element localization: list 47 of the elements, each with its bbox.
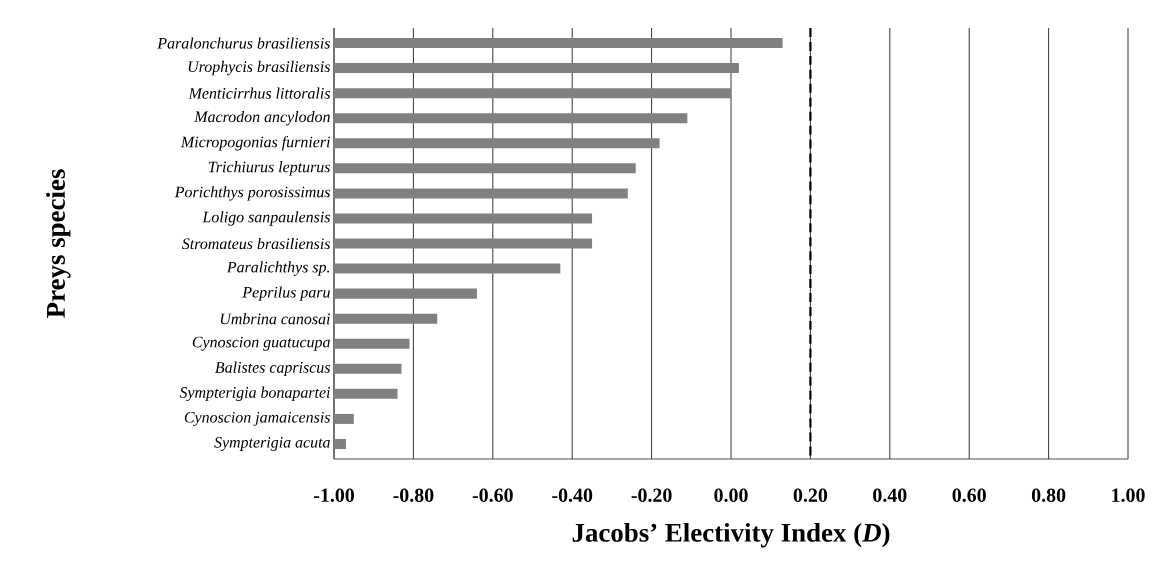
bar <box>334 263 561 274</box>
bar <box>334 238 593 249</box>
x-tick-label: 0.60 <box>952 488 986 503</box>
x-tick-label: 1.00 <box>1112 488 1145 503</box>
y-tick-label: Micropogonias furnieri <box>180 135 330 151</box>
x-tick-label: 0.80 <box>1031 488 1066 503</box>
y-tick-label: Porichthys porosissimus <box>174 186 330 201</box>
y-tick-label: Trichiurus lepturus <box>208 161 330 176</box>
x-axis-title: Jacobs’ Electivity Index (D) <box>572 522 890 548</box>
y-tick-label: Balistes capriscus <box>215 361 330 377</box>
y-tick-label: Paralichthys sp. <box>226 261 330 276</box>
y-tick-label: Loligo sanpaulensis <box>202 211 330 226</box>
bar <box>334 188 628 199</box>
bar <box>334 338 410 349</box>
bar <box>334 313 438 324</box>
x-tick-label: 0.40 <box>873 488 907 503</box>
bar <box>334 438 346 449</box>
y-tick-label: Macrodon ancylodon <box>194 110 330 126</box>
y-tick-label: Menticirrhus littoralis <box>188 87 330 99</box>
y-tick-label: Umbrina canosai <box>220 313 330 325</box>
x-tick-label: -1.00 <box>313 488 354 503</box>
y-tick-label: Cynoscion jamaicensis <box>184 411 330 426</box>
bar <box>334 88 731 99</box>
y-tick-label: Cynoscion guatucupa <box>192 336 330 351</box>
x-tick-label: -0.20 <box>631 488 672 503</box>
y-tick-label: Peprilus paru <box>242 286 330 301</box>
bar <box>334 63 739 74</box>
y-tick-label: Paralonchurus brasiliensis <box>157 37 330 49</box>
bar <box>334 163 636 174</box>
x-tick-label: -0.40 <box>552 488 593 503</box>
y-tick-label: Stromateus brasiliensis <box>182 237 330 250</box>
y-tick-label: Sympterigia acuta <box>214 436 330 451</box>
bar <box>334 288 477 299</box>
bar <box>334 113 688 124</box>
y-axis-title: Preys species <box>46 169 71 318</box>
y-tick-label: Sympterigia bonapartei <box>179 386 330 402</box>
bar <box>334 38 783 49</box>
x-tick-label: 0.00 <box>714 488 748 503</box>
bar <box>334 213 593 224</box>
bar <box>334 363 402 374</box>
x-tick-label: 0.20 <box>793 488 828 503</box>
x-tick-label: -0.60 <box>472 488 513 503</box>
bar <box>334 413 354 424</box>
y-tick-label: Urophycis brasiliensis <box>188 60 330 76</box>
bar <box>334 388 398 399</box>
bar <box>334 138 660 149</box>
x-tick-label: -0.80 <box>393 488 434 503</box>
